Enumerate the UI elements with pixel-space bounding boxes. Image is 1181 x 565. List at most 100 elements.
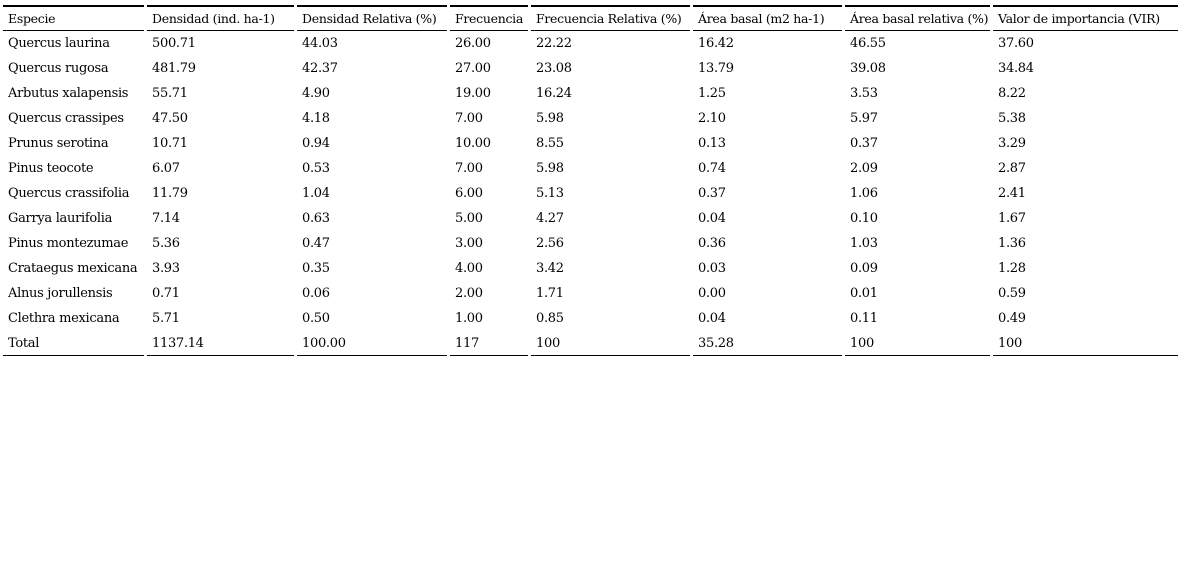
table-row: Quercus crassifolia 11.79 1.04 6.00 5.13 0.37… — [3, 181, 1178, 206]
value-cell: 0.36 — [698, 236, 726, 251]
value-cell: 26.00 — [455, 36, 491, 51]
value-cell: 0.85 — [536, 311, 564, 326]
table-row: Pinus montezumae 5.36 0.47 3.00 2.56 0.36 1.03… — [3, 231, 1178, 256]
value-cell: 44.03 — [302, 36, 338, 51]
value-cell: 500.71 — [152, 36, 196, 51]
table-row: Alnus jorullensis 0.71 0.06 2.00 1.71 0.00 0.0… — [3, 281, 1178, 306]
value-cell: 0.37 — [850, 136, 878, 151]
total-value-cell: 100.00 — [297, 331, 447, 356]
value-cell: 0.63 — [302, 211, 330, 226]
value-cell: 19.00 — [455, 86, 491, 101]
species-name-cell: Quercus rugosa — [8, 61, 109, 76]
value-cell: 0.47 — [302, 236, 330, 251]
value-cell: 0.50 — [302, 311, 330, 326]
value-cell: 2.87 — [998, 161, 1026, 176]
value-cell: 5.97 — [850, 111, 878, 126]
value-cell: 1.04 — [302, 186, 330, 201]
species-name-cell: Arbutus xalapensis — [8, 86, 129, 101]
value-cell: 6.00 — [455, 186, 483, 201]
value-cell: 5.98 — [536, 161, 564, 176]
value-cell: 0.35 — [302, 261, 330, 276]
table-row: Garrya laurifolia 7.14 0.63 5.00 4.27 0.04 0.1… — [3, 206, 1178, 231]
value-cell: 1.00 — [455, 311, 483, 326]
table-row: Arbutus xalapensis 55.71 4.90 19.00 16.24 1.2… — [3, 81, 1178, 106]
table-row: Clethra mexicana 5.71 0.50 1.00 0.85 0.04 0.11… — [3, 306, 1178, 331]
value-cell: 42.37 — [302, 61, 338, 76]
column-header: Especie — [3, 5, 144, 31]
species-name-cell: Quercus crassipes — [8, 111, 124, 126]
value-cell: 27.00 — [455, 61, 491, 76]
table-row: Quercus rugosa 481.79 42.37 27.00 23.08 13.79… — [3, 56, 1178, 81]
value-cell: 3.53 — [850, 86, 878, 101]
value-cell: 3.00 — [455, 236, 483, 251]
table-row: Crataegus mexicana 3.93 0.35 4.00 3.42 0.03 0.… — [3, 256, 1178, 281]
value-cell: 22.22 — [536, 36, 572, 51]
value-cell: 5.36 — [152, 236, 180, 251]
value-cell: 1.28 — [998, 261, 1026, 276]
species-name-cell: Garrya laurifolia — [8, 211, 113, 226]
value-cell: 481.79 — [152, 61, 196, 76]
column-header: Densidad (ind. ha-1) — [147, 5, 294, 31]
value-cell: 2.56 — [536, 236, 564, 251]
value-cell: 1.36 — [998, 236, 1026, 251]
document-page: Especie Densidad (ind. ha-1) Densidad Rela… — [0, 5, 1181, 565]
total-value-cell: 117 — [450, 331, 528, 356]
value-cell: 0.71 — [152, 286, 180, 301]
value-cell: 34.84 — [998, 61, 1034, 76]
value-cell: 1.25 — [698, 86, 726, 101]
value-cell: 7.14 — [152, 211, 180, 226]
value-cell: 2.41 — [998, 186, 1026, 201]
value-cell: 0.10 — [850, 211, 878, 226]
total-value-cell: 100 — [845, 331, 990, 356]
table-row: Pinus teocote 6.07 0.53 7.00 5.98 0.74 2.09 2.8… — [3, 156, 1178, 181]
value-cell: 8.22 — [998, 86, 1026, 101]
column-header: Área basal (m2 ha-1) — [693, 5, 842, 31]
value-cell: 47.50 — [152, 111, 188, 126]
value-cell: 11.79 — [152, 186, 188, 201]
value-cell: 3.29 — [998, 136, 1026, 151]
value-cell: 0.94 — [302, 136, 330, 151]
value-cell: 5.98 — [536, 111, 564, 126]
species-name-cell: Pinus teocote — [8, 161, 94, 176]
value-cell: 2.10 — [698, 111, 726, 126]
header-row: Especie Densidad (ind. ha-1) Densidad Rela… — [3, 5, 1178, 31]
value-cell: 0.37 — [698, 186, 726, 201]
column-header: Valor de importancia (VIR) — [993, 5, 1178, 31]
value-cell: 0.53 — [302, 161, 330, 176]
value-cell: 2.00 — [455, 286, 483, 301]
table-header: Especie Densidad (ind. ha-1) Densidad Rela… — [3, 5, 1178, 31]
value-cell: 13.79 — [698, 61, 734, 76]
table-row: Quercus laurina 500.71 44.03 26.00 22.22 16.4… — [3, 31, 1178, 56]
column-header: Densidad Relativa (%) — [297, 5, 447, 31]
value-cell: 4.27 — [536, 211, 564, 226]
value-cell: 1.71 — [536, 286, 564, 301]
table-row: Prunus serotina 10.71 0.94 10.00 8.55 0.13 0.3… — [3, 131, 1178, 156]
species-name-cell: Alnus jorullensis — [8, 286, 113, 301]
total-value-cell: 100 — [531, 331, 690, 356]
species-name-cell: Prunus serotina — [8, 136, 109, 151]
species-name-cell: Crataegus mexicana — [8, 261, 138, 276]
value-cell: 0.06 — [302, 286, 330, 301]
value-cell: 0.01 — [850, 286, 878, 301]
total-value-cell: 100 — [993, 331, 1178, 356]
value-cell: 5.00 — [455, 211, 483, 226]
value-cell: 0.59 — [998, 286, 1026, 301]
value-cell: 0.04 — [698, 211, 726, 226]
value-cell: 55.71 — [152, 86, 188, 101]
value-cell: 8.55 — [536, 136, 564, 151]
value-cell: 5.71 — [152, 311, 180, 326]
value-cell: 4.90 — [302, 86, 330, 101]
value-cell: 0.03 — [698, 261, 726, 276]
value-cell: 4.00 — [455, 261, 483, 276]
species-name-cell: Quercus laurina — [8, 36, 110, 51]
value-cell: 10.71 — [152, 136, 188, 151]
column-header: Frecuencia Relativa (%) — [531, 5, 690, 31]
value-cell: 3.93 — [152, 261, 180, 276]
value-cell: 0.09 — [850, 261, 878, 276]
value-cell: 0.04 — [698, 311, 726, 326]
species-importance-table: Especie Densidad (ind. ha-1) Densidad Rela… — [0, 5, 1181, 356]
value-cell: 0.00 — [698, 286, 726, 301]
value-cell: 2.09 — [850, 161, 878, 176]
value-cell: 37.60 — [998, 36, 1034, 51]
total-row: Total 1137.14 100.00 117 100 35.28 100 100 — [3, 331, 1178, 356]
